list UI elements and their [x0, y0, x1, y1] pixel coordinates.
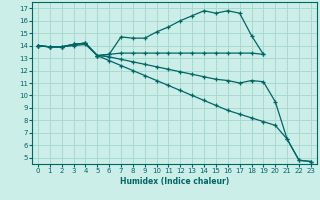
X-axis label: Humidex (Indice chaleur): Humidex (Indice chaleur) [120, 177, 229, 186]
